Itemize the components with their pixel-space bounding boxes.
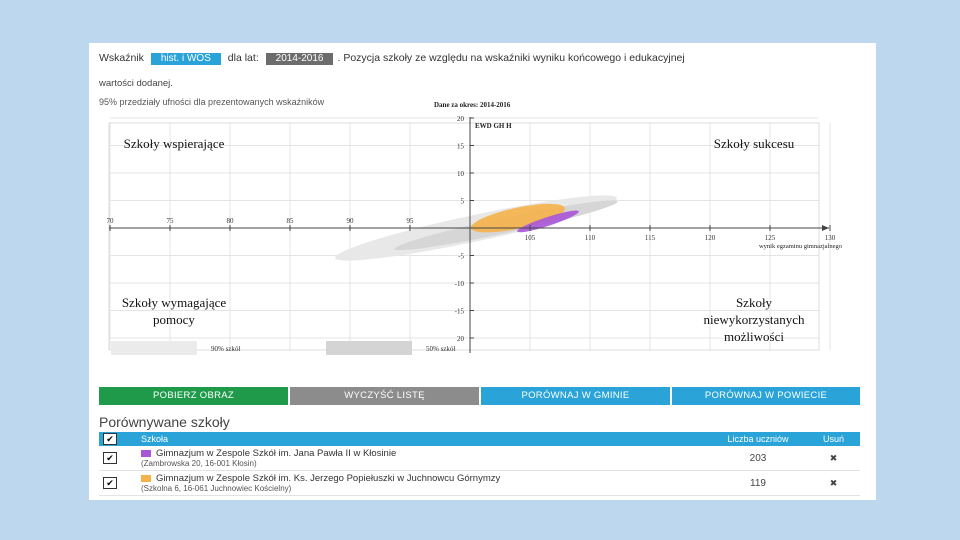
remove-school-button[interactable]: ✖	[807, 470, 860, 496]
col-students: Liczba uczniów	[709, 432, 807, 446]
download-image-button[interactable]: POBIERZ OBRAZ	[99, 387, 288, 405]
remove-school-button[interactable]: ✖	[807, 446, 860, 471]
school-ellipse	[470, 203, 566, 233]
col-school: Szkoła	[137, 432, 709, 446]
student-count: 119	[709, 470, 807, 496]
compare-county-button[interactable]: PORÓWNAJ W POWIECIE	[672, 387, 860, 405]
x-tick-label: 75	[167, 217, 175, 225]
table-row: ✔ Gimnazjum w Zespole Szkół im. Jana Paw…	[99, 446, 860, 471]
legend-swatch	[111, 341, 197, 355]
header-title: . Pozycja szkoły ze względu na wskaźniki…	[337, 52, 685, 64]
clear-list-button[interactable]: WYCZYŚĆ LISTĘ	[290, 387, 479, 405]
y-tick-label: 20	[457, 115, 465, 123]
quadrant-bottom-left: Szkoły wymagające pomocy	[121, 295, 227, 327]
school-indicator-panel: Wskaźnik hist. i WOS dla lat: 2014-2016.…	[89, 43, 876, 500]
row-checkbox[interactable]: ✔	[103, 452, 117, 464]
legend-label: 50% szkół	[426, 345, 455, 353]
y-tick-label: -15	[455, 308, 465, 316]
x-tick-label: 80	[227, 217, 235, 225]
header-title-cont: wartości dodanej.	[99, 78, 173, 89]
table-row: ✔ Gimnazjum w Zespole Szkół im. Ks. Jerz…	[99, 470, 860, 496]
school-ellipse	[517, 210, 579, 233]
years-select[interactable]: 2014-2016	[265, 53, 334, 65]
indicator-select[interactable]: hist. i WOS	[150, 53, 221, 65]
x-tick-label: 85	[287, 217, 295, 225]
series-color-swatch	[141, 449, 151, 457]
chart-title: Dane za okres: 2014-2016	[434, 101, 511, 109]
y-tick-label: 15	[457, 143, 465, 151]
plot-frame	[108, 122, 820, 351]
quadrant-bottom-right: Szkoły niewykorzystanych możliwości	[703, 295, 805, 344]
years-label: dla lat:	[227, 52, 259, 64]
school-name: Gimnazjum w Zespole Szkół im. Jana Pawła…	[156, 448, 397, 459]
indicator-label: Wskaźnik	[99, 52, 144, 64]
header-subtitle: 95% przedziały ufności dla prezentowanyc…	[99, 97, 325, 107]
x-tick-label: 125	[765, 234, 776, 242]
school-address: (Zambrowska 20, 16-001 Kłosin)	[141, 459, 257, 468]
x-tick-label: 70	[107, 217, 115, 225]
legend-label: 90% szkół	[211, 345, 240, 353]
x-tick-label: 120	[705, 234, 716, 242]
legend-swatch	[326, 341, 412, 355]
x-tick-label: 90	[347, 217, 355, 225]
quadrant-top-right: Szkoły sukcesu	[713, 136, 795, 151]
y-tick-label: -10	[455, 280, 465, 288]
y-axis-label: EWD GH H	[475, 122, 512, 130]
x-tick-label: 95	[407, 217, 415, 225]
series-color-swatch	[141, 474, 151, 482]
table-header-row: ✔ Szkoła Liczba uczniów Usuń	[99, 432, 860, 446]
x-axis-arrow	[822, 225, 829, 231]
col-remove: Usuń	[807, 432, 860, 446]
quadrant-top-left: Szkoły wspierające	[123, 136, 225, 151]
y-tick-label: 20	[457, 335, 465, 343]
indicator-header: Wskaźnik hist. i WOS dla lat: 2014-2016.…	[99, 51, 869, 107]
x-tick-label: 130	[825, 234, 836, 242]
x-tick-label: 115	[645, 234, 656, 242]
row-checkbox[interactable]: ✔	[103, 477, 117, 489]
y-tick-label: 10	[457, 170, 465, 178]
select-all-checkbox[interactable]: ✔	[103, 433, 117, 445]
x-tick-label: 110	[585, 234, 596, 242]
school-name: Gimnazjum w Zespole Szkół im. Ks. Jerzeg…	[156, 473, 501, 484]
compare-commune-button[interactable]: PORÓWNAJ W GMINIE	[481, 387, 670, 405]
x-axis-label: wynik egzaminu gimnazjalnego	[759, 243, 842, 250]
compared-schools-table: ✔ Szkoła Liczba uczniów Usuń ✔ Gimnazjum…	[99, 432, 860, 496]
x-tick-label: 105	[525, 234, 536, 242]
y-tick-label: 5	[461, 198, 465, 206]
school-address: (Szkolna 6, 16-061 Juchnowiec Kościelny)	[141, 484, 292, 493]
student-count: 203	[709, 446, 807, 471]
compared-schools-title: Porównywane szkoły	[99, 414, 230, 430]
y-tick-label: -5	[458, 253, 464, 261]
